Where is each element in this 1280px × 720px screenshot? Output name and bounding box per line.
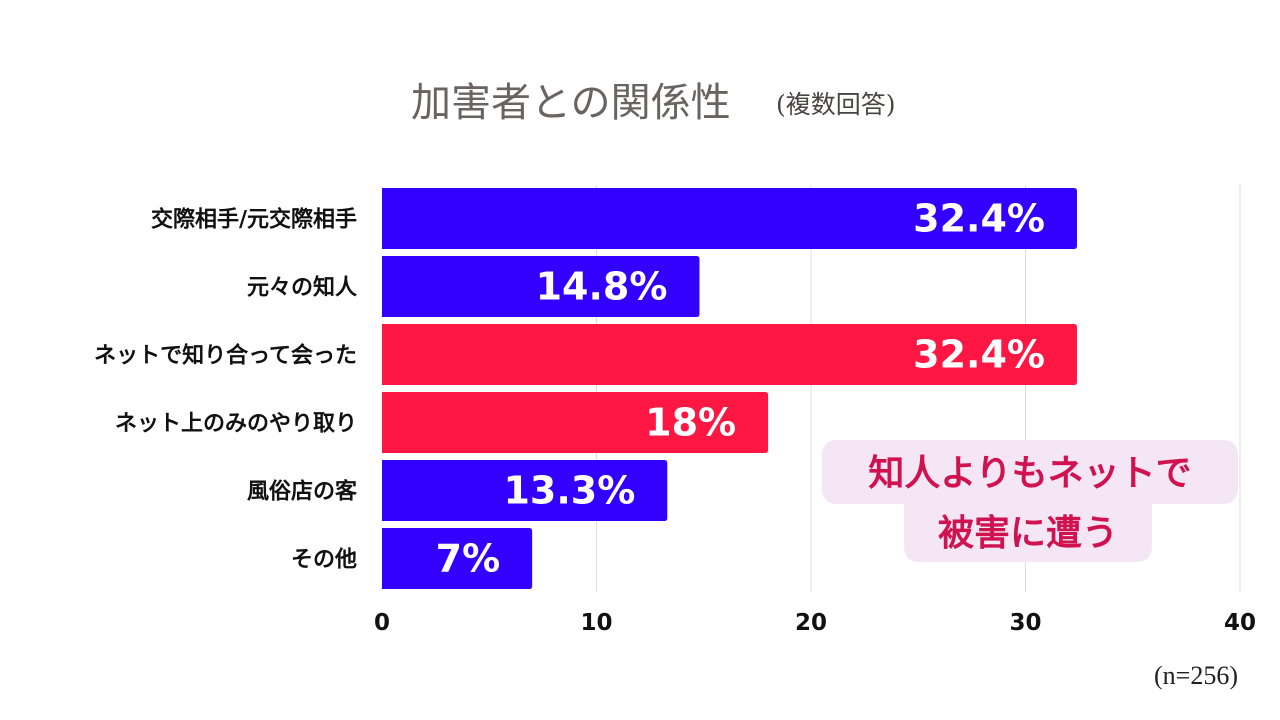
bar [382,256,700,317]
category-label: その他 [291,548,357,573]
chart-subtitle: (複数回答) [776,90,896,119]
bar [382,392,769,453]
x-axis-ticks: 0 10 20 30 40 [374,610,1256,636]
callout-background [822,440,1238,562]
chart-title: 加害者との関係性 [411,80,731,126]
bar-value-label: 14.8% [536,265,668,309]
bar-value-label: 18% [645,401,736,445]
callout-line-2: 被害に遭う [938,513,1118,554]
callout-line-1: 知人よりもネットで [868,453,1191,494]
bar [382,188,1077,249]
x-tick-label: 30 [1009,610,1041,636]
x-tick-label: 10 [580,610,612,636]
bar-value-label: 13.3% [503,469,635,513]
x-tick-label: 20 [795,610,827,636]
bar [382,460,668,521]
category-label: 元々の知人 [247,275,357,301]
category-label: ネット上のみのやり取り [115,412,357,437]
category-label: ネットで知り合って会った [94,343,357,369]
bars-group: 32.4% 14.8% 32.4% 18%13.3%7% [382,188,1077,589]
bar-value-label: 32.4% [913,333,1045,377]
bar [382,528,533,589]
x-tick-label: 0 [374,610,390,636]
bar [382,324,1077,385]
category-label: 交際相手/元交際相手 [151,207,357,233]
grid-lines [596,185,1241,592]
category-labels: 交際相手/元交際相手元々の知人ネットで知り合って会ったネット上のみのやり取り風俗… [94,207,358,573]
sample-size-note: (n=256) [1154,661,1238,690]
bar-value-label: 7% [436,537,501,581]
bar-value-label: 32.4% [913,197,1045,241]
x-tick-label: 40 [1224,610,1256,636]
annotation-callout: 知人よりもネットで 被害に遭う [822,440,1238,562]
category-label: 風俗店の客 [247,479,358,505]
